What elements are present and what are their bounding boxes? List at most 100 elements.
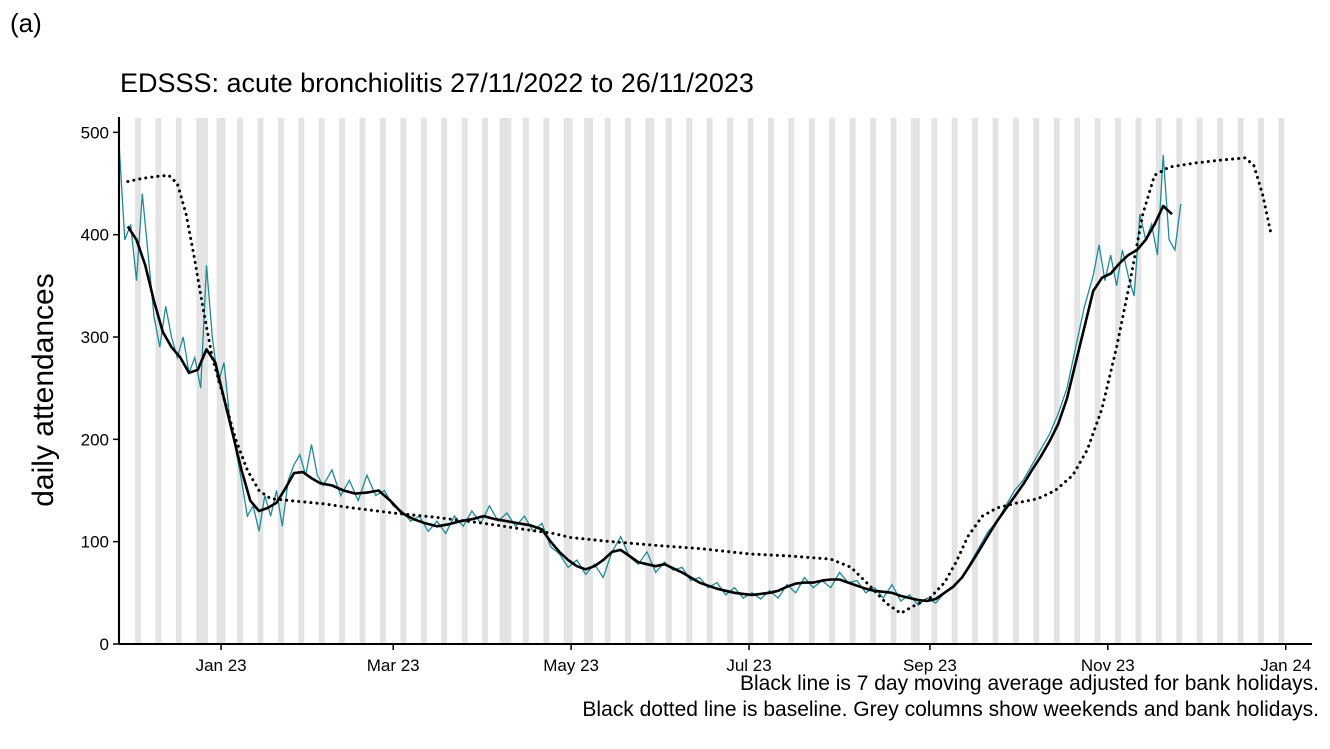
weekend-band: [1074, 118, 1078, 644]
weekend-band: [380, 118, 383, 644]
series-layer: [118, 142, 1273, 616]
weekend-band: [137, 118, 141, 644]
weekend-band: [339, 118, 343, 644]
weekend-band: [508, 118, 512, 644]
footnote-moving-average: Black line is 7 day moving average adjus…: [740, 672, 1319, 695]
weekend-band: [995, 118, 999, 644]
weekend-band: [342, 118, 346, 644]
weekend-band: [1138, 118, 1142, 644]
x-tick-label: Sep 23: [903, 656, 957, 675]
weekend-band: [668, 118, 672, 644]
weekend-band: [1220, 118, 1224, 644]
weekend-band: [893, 118, 897, 644]
weekend-band: [625, 118, 628, 644]
weekend-band: [1036, 118, 1040, 644]
weekend-band: [627, 118, 631, 644]
chart-title: EDSSS: acute bronchiolitis 27/11/2022 to…: [120, 68, 754, 98]
y-tick-label: 500: [81, 123, 109, 142]
weekend-band: [1237, 118, 1241, 644]
x-tick-label: Mar 23: [367, 656, 420, 675]
weekend-band: [522, 118, 526, 644]
series-moving-average-line: [126, 204, 1173, 603]
weekend-band: [607, 118, 611, 644]
weekend-band: [873, 118, 876, 644]
weekend-band: [727, 118, 731, 644]
weekend-band: [525, 118, 529, 644]
weekend-band: [485, 118, 488, 644]
weekend-band: [992, 118, 996, 644]
y-tick-label: 400: [81, 226, 109, 245]
weekend-band: [502, 118, 506, 644]
x-tick-label: Jan 23: [196, 656, 247, 675]
weekend-band: [318, 118, 322, 644]
weekend-band: [196, 118, 200, 644]
weekend-band: [482, 118, 486, 644]
weekend-band: [222, 118, 226, 644]
weekend-band: [205, 118, 208, 644]
weekend-band: [464, 118, 468, 644]
weekend-band: [1196, 118, 1200, 644]
weekend-band: [1118, 118, 1121, 644]
weekend-band: [423, 118, 427, 644]
weekend-band: [382, 118, 386, 644]
weekend-band: [260, 118, 264, 644]
weekend-band: [645, 118, 649, 644]
weekend-band: [321, 118, 325, 644]
weekend-band: [444, 118, 448, 644]
weekend-band: [665, 118, 669, 644]
weekend-band: [750, 118, 754, 644]
weekend-band: [461, 118, 465, 644]
weekend-band: [155, 118, 159, 644]
weekend-band: [1115, 118, 1119, 644]
weekend-band: [1179, 118, 1183, 644]
weekend-band: [1013, 118, 1016, 644]
weekend-band: [1056, 118, 1060, 644]
weekend-band: [972, 118, 976, 644]
x-tick-label: Jul 23: [726, 656, 771, 675]
weekend-band: [1155, 118, 1159, 644]
weekend-band: [910, 118, 914, 644]
weekend-band: [590, 118, 593, 644]
weekend-band: [829, 118, 833, 644]
weekend-band: [403, 118, 407, 644]
weekend-bands: [117, 118, 1285, 644]
weekend-band: [706, 118, 710, 644]
weekend-band: [1281, 118, 1285, 644]
weekend-band: [587, 118, 591, 644]
weekend-band: [651, 118, 655, 644]
weekend-band: [135, 118, 138, 644]
weekend-band: [257, 118, 261, 644]
weekend-band: [747, 118, 751, 644]
footnote-baseline: Black dotted line is baseline. Grey colu…: [582, 698, 1319, 721]
weekend-band: [689, 118, 693, 644]
weekend-band: [770, 118, 774, 644]
weekend-band: [791, 118, 795, 644]
weekend-band: [975, 118, 979, 644]
weekend-band: [175, 118, 179, 644]
weekend-band: [280, 118, 284, 644]
y-tick-label: 0: [100, 635, 109, 654]
weekend-band: [158, 118, 162, 644]
weekend-band: [890, 118, 894, 644]
weekend-band: [178, 118, 182, 644]
weekend-band: [1176, 118, 1180, 644]
y-tick-label: 100: [81, 533, 109, 552]
weekend-band: [301, 118, 305, 644]
weekend-band: [563, 118, 567, 644]
weekend-band: [1260, 118, 1264, 644]
weekend-band: [768, 118, 771, 644]
weekend-band: [870, 118, 874, 644]
weekend-band: [362, 118, 366, 644]
weekend-band: [931, 118, 935, 644]
weekend-band: [811, 118, 815, 644]
weekend-band: [808, 118, 812, 644]
x-tick-label: May 23: [543, 656, 599, 675]
weekend-band: [1077, 118, 1081, 644]
weekend-band: [584, 118, 588, 644]
weekend-band: [788, 118, 792, 644]
weekend-band: [916, 118, 920, 644]
y-tick-label: 300: [81, 328, 109, 347]
weekend-band: [1199, 118, 1203, 644]
weekend-band: [505, 118, 509, 644]
weekend-band: [277, 118, 281, 644]
